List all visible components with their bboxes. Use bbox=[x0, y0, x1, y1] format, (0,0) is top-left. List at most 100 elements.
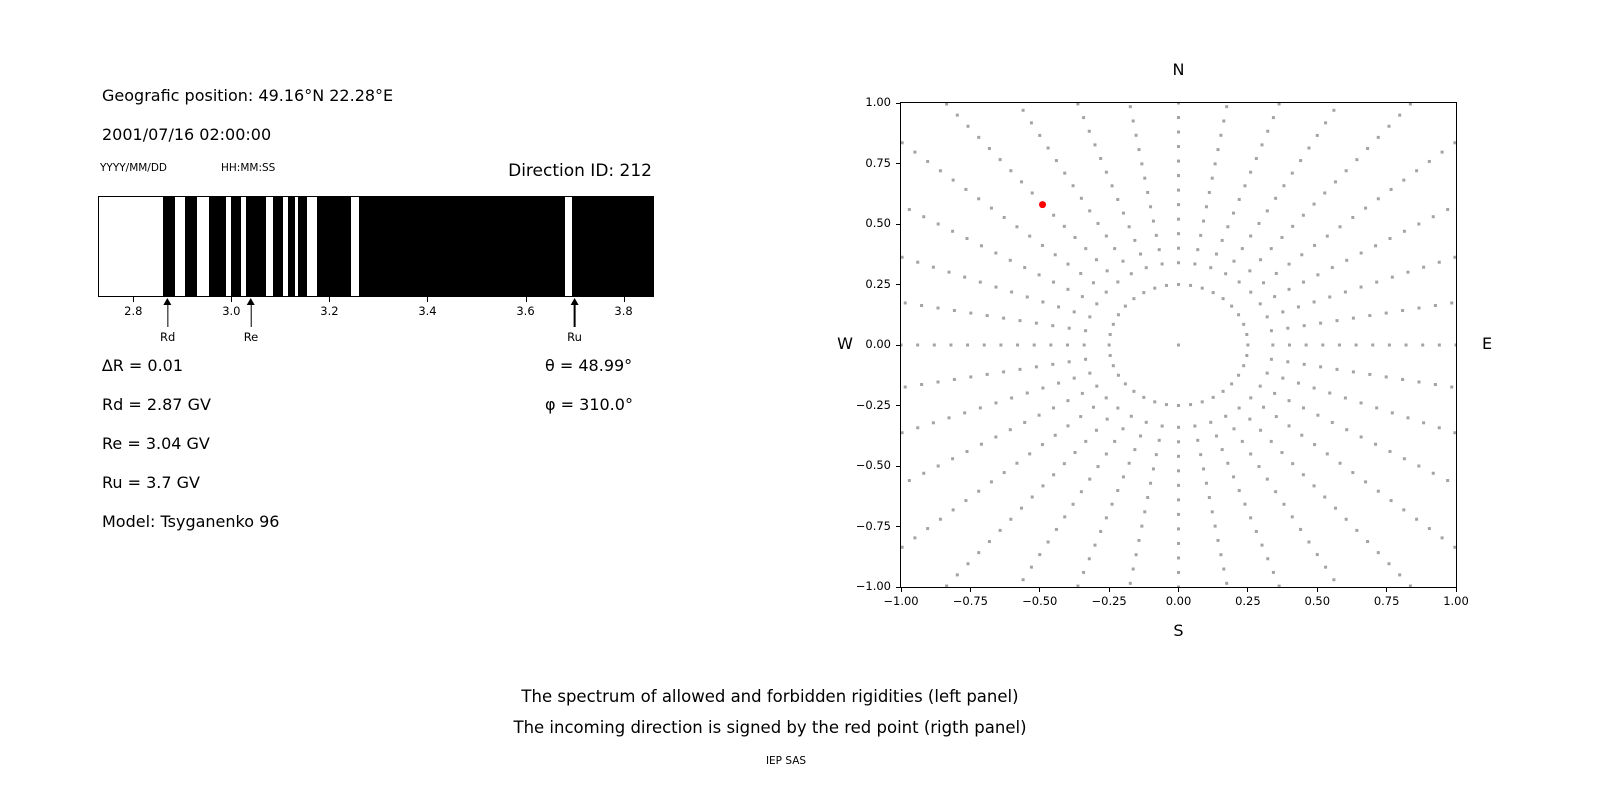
direction-dot bbox=[1177, 469, 1180, 473]
direction-dot bbox=[1237, 373, 1241, 377]
direction-dot bbox=[1232, 211, 1236, 215]
direction-dot bbox=[920, 383, 924, 386]
direction-dot bbox=[1240, 247, 1244, 251]
direction-dot bbox=[1240, 439, 1244, 443]
direction-dot bbox=[1200, 400, 1204, 404]
direction-dot bbox=[1433, 383, 1437, 386]
direction-dot bbox=[1286, 326, 1290, 330]
direction-dot bbox=[977, 135, 981, 139]
direction-dot bbox=[1431, 215, 1435, 219]
direction-dot bbox=[1154, 233, 1158, 237]
direction-dot bbox=[1204, 481, 1208, 485]
direction-dot bbox=[920, 304, 924, 307]
direction-dot bbox=[1301, 280, 1305, 284]
direction-dot bbox=[1021, 108, 1025, 112]
direction-dot bbox=[1143, 510, 1147, 514]
direction-dot bbox=[1344, 169, 1348, 173]
direction-dot bbox=[1376, 489, 1380, 493]
direction-dot bbox=[1151, 219, 1155, 223]
direction-dot bbox=[1321, 343, 1325, 347]
direction-dot bbox=[1260, 543, 1264, 547]
direction-dot bbox=[985, 314, 989, 318]
direction-dot bbox=[916, 426, 920, 430]
direction-dot bbox=[1225, 581, 1229, 585]
direction-dot bbox=[1104, 170, 1108, 174]
direction-dot bbox=[1304, 343, 1308, 347]
allowed-band bbox=[209, 197, 227, 296]
direction-dot bbox=[1302, 324, 1306, 328]
direction-dot bbox=[1073, 451, 1077, 455]
direction-dot bbox=[1249, 234, 1253, 238]
direction-dot bbox=[1427, 527, 1431, 531]
direction-dot bbox=[977, 489, 981, 493]
direction-id-text: Direction ID: 212 bbox=[508, 161, 652, 181]
direction-dot bbox=[1213, 162, 1217, 166]
direction-dot bbox=[1259, 428, 1263, 432]
direction-dot bbox=[1199, 233, 1203, 237]
direction-dot bbox=[1127, 461, 1131, 465]
direction-dot bbox=[907, 207, 911, 211]
tick-label: −0.25 bbox=[1091, 594, 1127, 608]
direction-dot bbox=[1243, 502, 1247, 506]
direction-dot bbox=[1015, 461, 1019, 465]
direction-dot bbox=[966, 343, 970, 347]
direction-dot bbox=[1010, 396, 1014, 400]
direction-dot bbox=[1454, 343, 1458, 347]
direction-dot bbox=[1335, 319, 1339, 323]
direction-dot bbox=[1333, 506, 1337, 510]
direction-dot bbox=[1323, 495, 1327, 499]
direction-dot bbox=[1376, 197, 1380, 201]
direction-dot bbox=[1121, 211, 1125, 215]
direction-dot bbox=[1422, 421, 1426, 425]
direction-dot bbox=[1052, 213, 1056, 217]
compass-west-label: W bbox=[837, 334, 853, 353]
direction-dot bbox=[1121, 259, 1125, 263]
direction-dot bbox=[1129, 272, 1133, 276]
direction-dot bbox=[1398, 573, 1402, 577]
direction-dot bbox=[1002, 316, 1006, 320]
direction-dot bbox=[1401, 309, 1405, 313]
direction-dot bbox=[1177, 527, 1180, 531]
spectrum-panel: 2.8 3.0 3.2 3.4 3.6 3.8 Rd Re Ru bbox=[98, 196, 654, 356]
tick-mark bbox=[427, 297, 429, 302]
direction-dot bbox=[1230, 304, 1234, 308]
direction-dot bbox=[1249, 170, 1253, 174]
direction-dot bbox=[1071, 502, 1075, 506]
direction-dot bbox=[1291, 224, 1295, 228]
direction-dot bbox=[1328, 391, 1332, 395]
direction-dot bbox=[1202, 467, 1206, 471]
direction-dot bbox=[1398, 113, 1402, 117]
direction-dot bbox=[1343, 396, 1347, 400]
direction-dot bbox=[1265, 315, 1269, 319]
direction-dot bbox=[1359, 401, 1363, 405]
cutoff-marker-re: Re bbox=[244, 298, 258, 344]
direction-dot bbox=[1417, 464, 1421, 468]
direction-dot bbox=[1066, 424, 1070, 428]
direction-dot bbox=[1028, 452, 1032, 456]
param-ru: Ru = 3.7 GV bbox=[102, 473, 200, 492]
direction-dot bbox=[1209, 266, 1213, 270]
direction-dot bbox=[1313, 443, 1317, 447]
direction-dot bbox=[1146, 190, 1150, 194]
direction-dot bbox=[1038, 133, 1042, 137]
direction-dot bbox=[1307, 540, 1311, 544]
direction-dot bbox=[1330, 266, 1334, 270]
direction-dot bbox=[1177, 570, 1180, 574]
direction-dot bbox=[994, 251, 998, 255]
direction-dot bbox=[1437, 260, 1441, 264]
direction-dot bbox=[1160, 424, 1164, 428]
allowed-band bbox=[246, 197, 266, 296]
spectrum-plot bbox=[98, 196, 654, 297]
direction-dot bbox=[1323, 191, 1327, 195]
direction-dot bbox=[1037, 273, 1041, 277]
allowed-band bbox=[231, 197, 242, 296]
direction-dot bbox=[1271, 570, 1275, 574]
direction-dot bbox=[951, 508, 955, 512]
direction-dot bbox=[1207, 190, 1211, 194]
direction-dot bbox=[994, 285, 998, 289]
direction-dot bbox=[1051, 324, 1055, 328]
direction-dot bbox=[1139, 252, 1143, 256]
direction-dot bbox=[966, 124, 970, 128]
direction-dot bbox=[1030, 191, 1034, 195]
direction-plot-area bbox=[899, 101, 1458, 589]
